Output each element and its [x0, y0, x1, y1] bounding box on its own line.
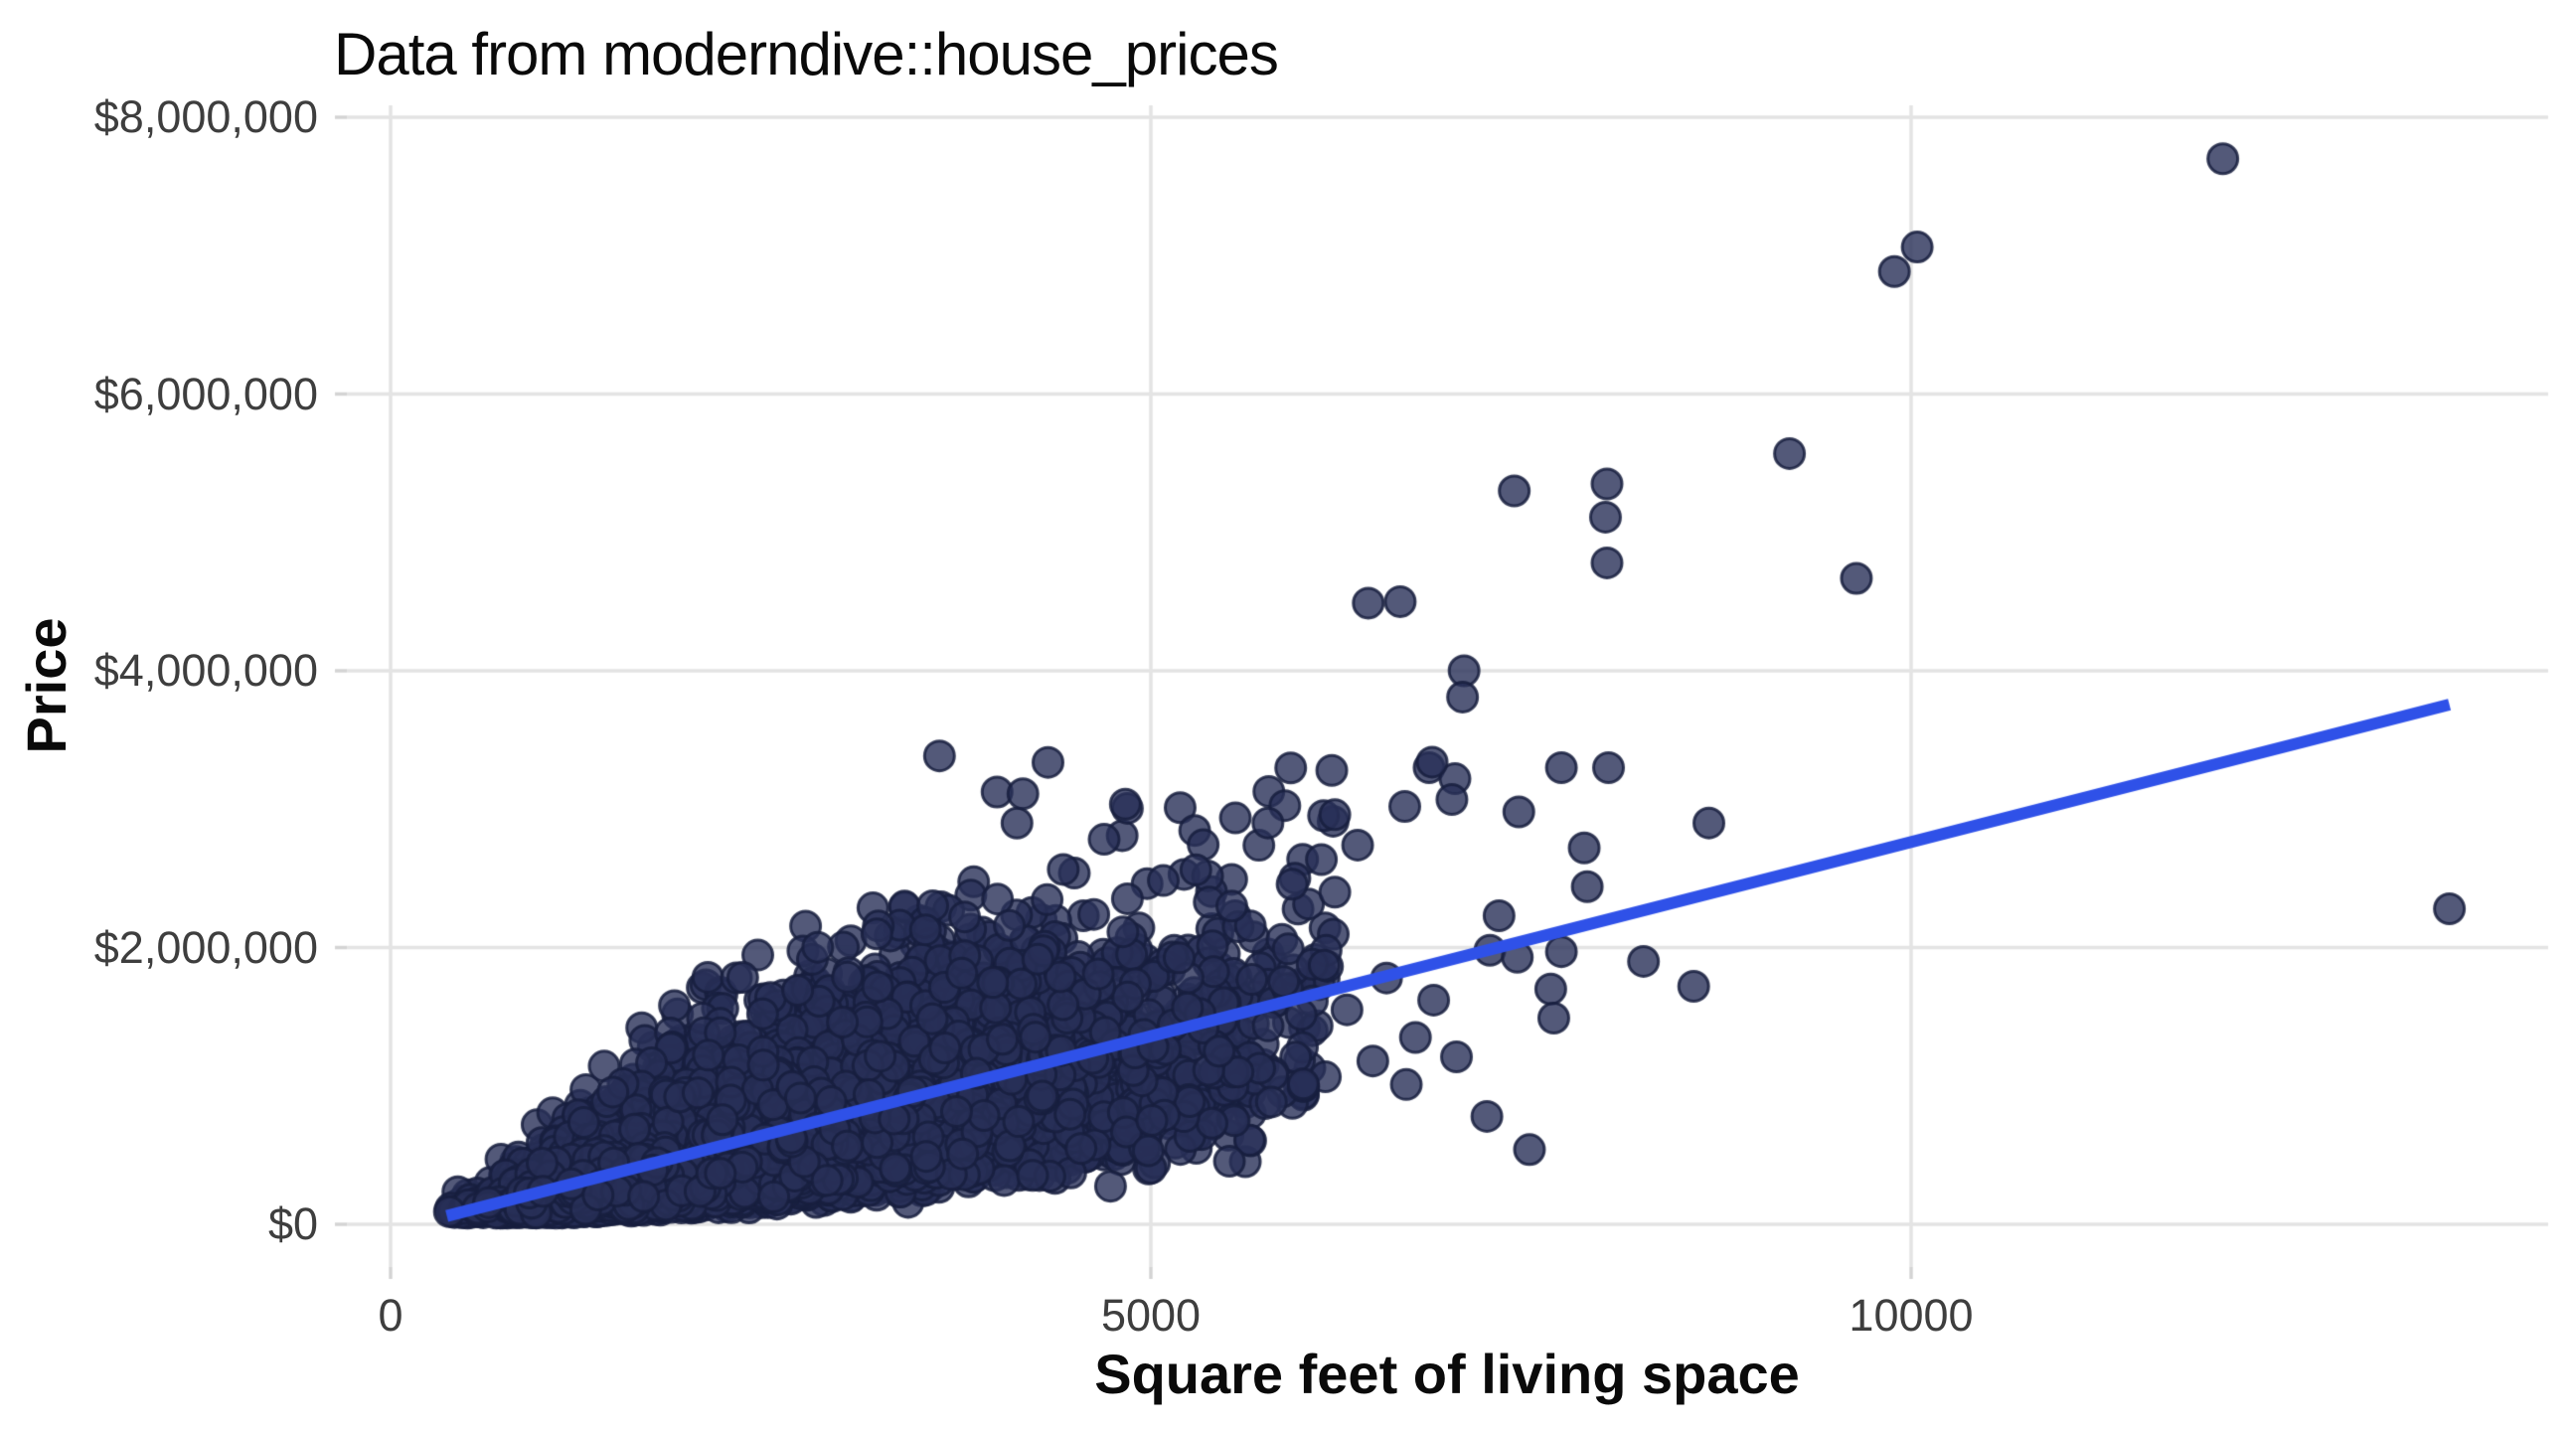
y-tick-label: $0 [267, 1198, 318, 1249]
y-tick-label: $4,000,000 [93, 645, 318, 696]
x-tick-label: 0 [378, 1290, 403, 1341]
x-tick-label: 10000 [1849, 1290, 1974, 1341]
chart-title: Data from moderndive::house_prices [334, 21, 1279, 87]
x-tick-label: 5000 [1100, 1290, 1202, 1341]
x-axis-title: Square feet of living space [1094, 1343, 1800, 1405]
y-axis-title: Price [15, 617, 79, 754]
y-tick-label: $2,000,000 [93, 921, 318, 973]
y-tick-label: $6,000,000 [93, 368, 318, 419]
y-tick-label: $8,000,000 [93, 91, 318, 142]
